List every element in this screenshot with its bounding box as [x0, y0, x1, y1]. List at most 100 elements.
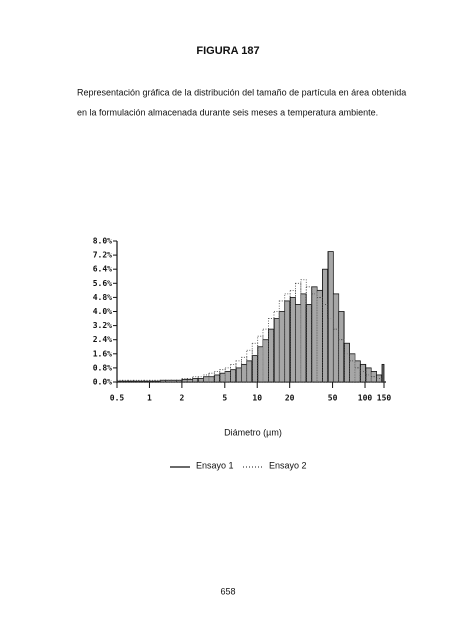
- histogram-bar: [127, 379, 134, 383]
- histogram-bar: [343, 353, 350, 383]
- y-tick-label: 1.6%: [93, 349, 112, 358]
- histogram-bar: [257, 346, 264, 383]
- histogram-bar: [154, 379, 161, 383]
- x-tick-label: 10: [252, 394, 262, 403]
- histogram-bar: [381, 363, 385, 383]
- caption-line: Representación gráfica de la distribució…: [77, 87, 406, 97]
- histogram-bar: [235, 367, 242, 383]
- histogram-bar: [284, 300, 291, 383]
- histogram-bar: [192, 378, 199, 383]
- x-tick-label: 0.5: [110, 394, 125, 403]
- x-tick-label: 100: [358, 394, 373, 403]
- histogram-bar: [284, 293, 291, 383]
- figure-title: FIGURA 187: [196, 45, 259, 57]
- x-tick-label: 50: [328, 394, 338, 403]
- histogram-bar: [208, 376, 215, 383]
- histogram-bar: [354, 367, 361, 383]
- histogram-bar: [262, 328, 269, 383]
- y-tick-label: 3.2%: [93, 321, 112, 330]
- histogram-bar: [327, 251, 334, 383]
- histogram-bar: [251, 355, 259, 383]
- histogram-bar: [235, 360, 242, 383]
- histogram-bar: [257, 335, 264, 383]
- histogram-bar: [251, 342, 259, 383]
- histogram-bar: [197, 378, 204, 383]
- y-tick-label: 4.8%: [93, 293, 112, 302]
- histogram-bar: [273, 318, 280, 383]
- y-tick-label: 8.0%: [93, 237, 112, 246]
- histogram-bar: [370, 376, 377, 383]
- y-tick-label: 5.6%: [93, 279, 112, 288]
- x-tick-label: 1: [147, 394, 152, 403]
- histogram-bar: [224, 371, 231, 383]
- y-tick-label: 4.0%: [93, 307, 112, 316]
- histogram-bar: [338, 311, 345, 383]
- histogram-bar: [186, 378, 194, 383]
- histogram-bar: [305, 286, 313, 383]
- legend-label: Ensayo 2: [269, 460, 307, 470]
- histogram-bar: [170, 379, 177, 383]
- histogram-bar: [295, 304, 302, 383]
- histogram-bar: [278, 311, 286, 383]
- histogram-bar: [322, 268, 329, 383]
- histogram-bar: [332, 328, 340, 383]
- y-tick-label: 7.2%: [93, 251, 112, 260]
- y-tick-label: 6.4%: [93, 265, 112, 274]
- histogram-bar: [203, 376, 210, 383]
- histogram-bar: [121, 379, 129, 383]
- y-tick-label: 2.4%: [93, 335, 112, 344]
- histogram-bar: [116, 379, 123, 383]
- histogram-bar: [327, 318, 334, 383]
- histogram-bar: [192, 376, 199, 383]
- histogram-bar: [230, 369, 237, 383]
- legend-label: Ensayo 1: [196, 460, 234, 470]
- page-number: 658: [220, 586, 235, 596]
- histogram-bar: [176, 379, 183, 383]
- histogram-bar: [365, 374, 372, 383]
- histogram-bar: [246, 360, 253, 383]
- histogram-bar: [143, 379, 150, 383]
- y-tick-label: 0.8%: [93, 363, 112, 372]
- histogram-bar: [289, 296, 296, 383]
- histogram-bar: [224, 367, 231, 383]
- histogram-bar: [186, 378, 194, 383]
- histogram-bar: [300, 293, 307, 383]
- histogram-bar: [203, 374, 210, 383]
- histogram-bar: [240, 356, 248, 383]
- histogram-bar: [343, 342, 350, 383]
- histogram-bar: [311, 286, 318, 383]
- x-tick-label: 150: [377, 394, 392, 403]
- histogram-bar: [305, 304, 313, 383]
- histogram-bar: [219, 372, 226, 383]
- histogram-bar: [300, 279, 307, 383]
- histogram-bar: [338, 339, 345, 383]
- histogram-bar: [240, 363, 248, 383]
- histogram-bar: [376, 378, 383, 383]
- x-tick-label: 20: [285, 394, 295, 403]
- histogram-bar: [246, 349, 253, 383]
- histogram-bar: [359, 363, 367, 383]
- histogram-bar: [278, 300, 286, 383]
- histogram-bar: [181, 378, 188, 383]
- histogram-bar: [268, 318, 275, 383]
- x-tick-label: 2: [179, 394, 184, 403]
- histogram-bar: [262, 339, 269, 383]
- x-tick-label: 5: [222, 394, 227, 403]
- x-axis-label: Diámetro (µm): [224, 427, 282, 437]
- histogram-bar: [332, 293, 340, 383]
- histogram-bar: [354, 360, 361, 383]
- histogram-bar: [273, 311, 280, 383]
- caption-line: en la formulación almacenada durante sei…: [77, 107, 378, 117]
- histogram-bar: [316, 289, 323, 383]
- y-tick-label: 0.0%: [93, 378, 112, 387]
- histogram-bar: [149, 379, 156, 383]
- histogram-bar: [133, 379, 139, 383]
- histogram-bar: [219, 369, 226, 383]
- histogram-bar: [349, 353, 356, 383]
- histogram-bar: [213, 374, 221, 383]
- histogram-bar: [268, 328, 275, 383]
- histogram-bar: [230, 363, 237, 383]
- histogram-bar: [165, 379, 172, 383]
